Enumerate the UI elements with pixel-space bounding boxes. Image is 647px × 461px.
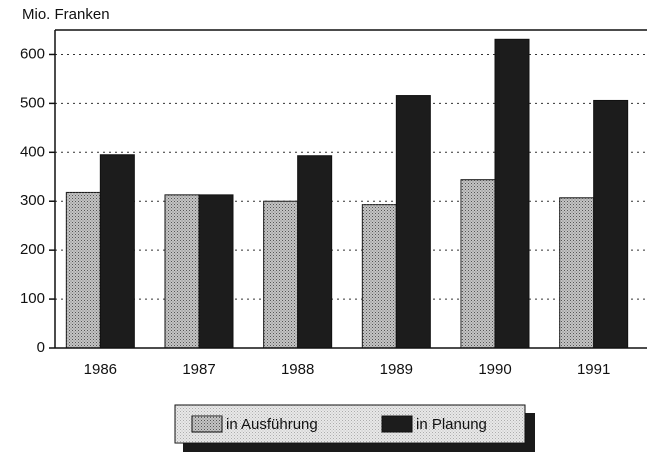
bar [99, 154, 135, 349]
y-tick-label: 300 [20, 192, 45, 209]
legend-swatch-texture [192, 416, 222, 432]
x-tick-label: 1989 [380, 361, 413, 378]
x-tick-label: 1991 [577, 361, 610, 378]
legend-swatch [381, 415, 413, 433]
y-tick-label: 600 [20, 45, 45, 62]
x-tick-label: 1988 [281, 361, 314, 378]
legend-label: in Planung [416, 416, 487, 433]
y-tick-label: 500 [20, 94, 45, 111]
bar [65, 191, 101, 349]
bar [395, 95, 431, 349]
bar [164, 194, 200, 349]
bar [460, 179, 496, 349]
y-tick-label: 400 [20, 143, 45, 160]
x-tick-label: 1987 [182, 361, 215, 378]
y-tick-label: 0 [37, 339, 45, 356]
bar [297, 155, 333, 349]
x-tick-label: 1986 [84, 361, 117, 378]
bar [198, 194, 234, 349]
x-tick-label: 1990 [478, 361, 511, 378]
legend-texture [175, 405, 525, 443]
bar [593, 99, 629, 349]
legend-label: in Ausführung [226, 416, 318, 433]
y-axis-label: Mio. Franken [22, 6, 110, 23]
bar [559, 197, 595, 349]
bar [361, 204, 397, 349]
y-tick-label: 100 [20, 290, 45, 307]
y-tick-label: 200 [20, 241, 45, 258]
bar [263, 200, 299, 349]
bar [494, 38, 530, 349]
